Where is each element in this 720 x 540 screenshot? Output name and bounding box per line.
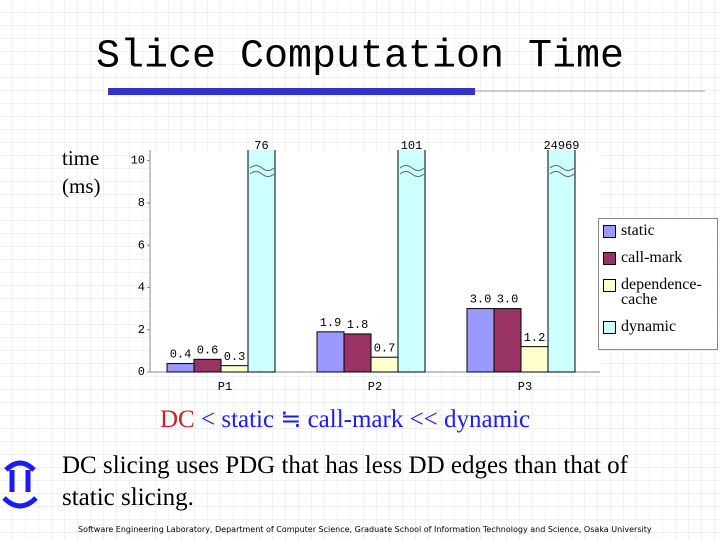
y-tick-label: 6	[138, 238, 145, 252]
bar	[466, 308, 495, 373]
legend-label: dynamic	[621, 318, 677, 335]
axis-break	[399, 165, 425, 177]
axis-break	[249, 165, 275, 177]
bar	[397, 150, 426, 373]
chart-title: Slice Computation Time	[96, 35, 624, 80]
value-label: 1.9	[320, 316, 342, 330]
bar	[166, 363, 195, 373]
legend-swatch	[603, 225, 616, 238]
footer: Software Engineering Laboratory, Departm…	[78, 525, 652, 534]
value-label: 1.2	[524, 331, 546, 345]
logo	[2, 460, 38, 509]
legend-swatch	[603, 279, 616, 292]
bar	[316, 331, 345, 373]
value-label: 0.7	[374, 341, 396, 355]
value-label: 0.6	[197, 343, 219, 357]
bar	[547, 150, 576, 373]
bar	[493, 308, 522, 373]
legend-swatch	[603, 252, 616, 265]
value-label: 0.4	[170, 348, 192, 362]
body-text: DC slicing uses PDG that has less DD edg…	[62, 452, 628, 511]
title-rule	[108, 88, 475, 95]
value-label: 76	[254, 139, 268, 153]
value-label: 0.3	[224, 350, 246, 364]
value-label: 101	[401, 139, 423, 153]
y-tick-label: 8	[138, 196, 145, 210]
y-tick-label: 2	[138, 323, 145, 337]
bar	[343, 333, 372, 373]
bar	[220, 365, 249, 373]
legend-label: call-mark	[621, 249, 683, 266]
value-label: 3.0	[470, 293, 492, 307]
comparison: DC < static ≒ call-mark << dynamic	[160, 404, 530, 434]
y-tick-label: 0	[138, 365, 145, 379]
legend-item: dynamic	[603, 318, 715, 335]
y-axis-label: time (ms)	[62, 146, 101, 198]
y-tick-label: 4	[138, 281, 145, 295]
legend-item: static	[603, 222, 715, 239]
value-label: 3.0	[497, 293, 519, 307]
bar	[520, 346, 549, 373]
comparison-lhs: DC	[160, 406, 195, 433]
legend-swatch	[603, 321, 616, 334]
bar	[247, 150, 276, 373]
legend: static call-mark dependence-cache dynamic	[598, 218, 718, 350]
value-label: 1.8	[347, 318, 369, 332]
comparison-rhs: < static ≒ call-mark << dynamic	[200, 406, 531, 433]
legend-item: dependence-cache	[603, 276, 715, 308]
bar	[370, 356, 399, 373]
legend-item: call-mark	[603, 249, 715, 266]
x-tick-label: P2	[368, 380, 382, 394]
legend-label: dependence-cache	[621, 276, 702, 308]
axis-break	[549, 165, 575, 177]
y-tick-label: 10	[131, 154, 145, 168]
legend-label: static	[621, 222, 655, 239]
plot-area	[150, 150, 600, 372]
x-tick-label: P3	[518, 380, 532, 394]
value-label: 24969	[543, 139, 579, 153]
bar	[193, 358, 222, 373]
x-tick-label: P1	[218, 380, 232, 394]
